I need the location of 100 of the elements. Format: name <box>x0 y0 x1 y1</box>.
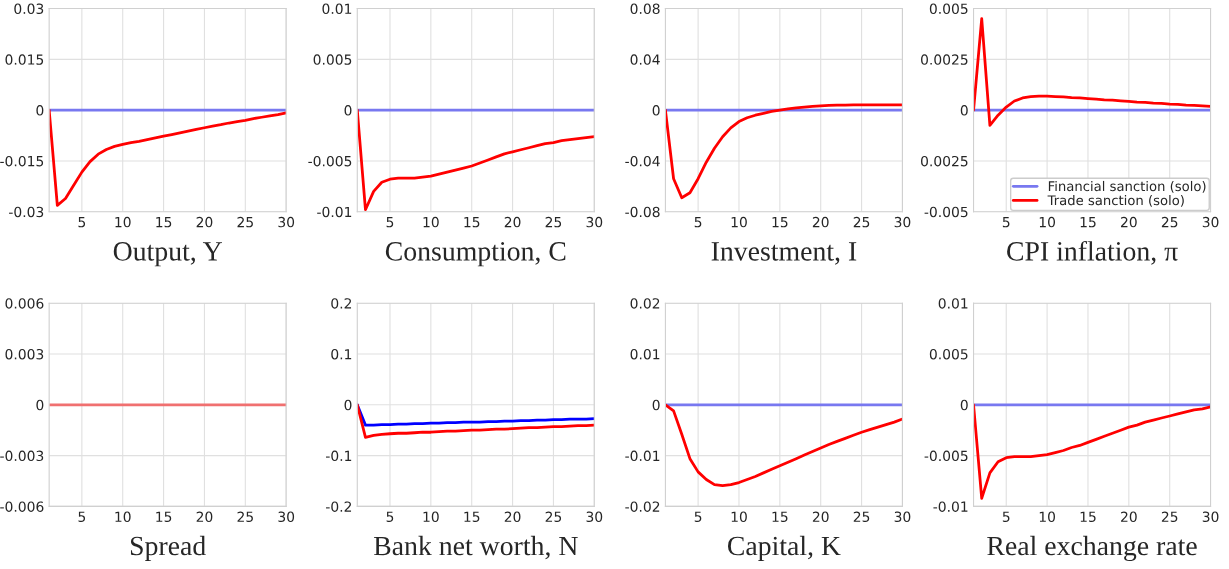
x-tick-label: 25 <box>853 511 870 523</box>
x-tick-label: 20 <box>812 511 829 523</box>
x-tick-label: 15 <box>772 217 788 228</box>
y-tick-label: -0.02 <box>625 501 660 512</box>
x-tick-label: 20 <box>504 216 521 228</box>
x-tick-label: 25 <box>237 511 253 523</box>
y-tick-label: 0 <box>652 105 660 116</box>
x-tick-label: 5 <box>78 217 86 228</box>
y-tick-label: -0.01 <box>317 206 352 218</box>
y-tick-label: 0.08 <box>630 3 660 15</box>
y-tick-label: 0 <box>652 399 660 411</box>
y-tick-label: 0 <box>344 399 352 411</box>
x-axis-title: Capital, K <box>727 535 841 562</box>
x-tick-label: 30 <box>586 511 603 523</box>
y-tick-label: 0.01 <box>630 348 660 360</box>
y-tick-label: 0.1 <box>331 348 352 360</box>
x-tick-label: 30 <box>1202 511 1219 523</box>
x-tick-label: 5 <box>386 217 394 228</box>
y-tick-label: -0.015 <box>0 155 44 167</box>
x-axis-title: CPI inflation, π <box>1007 240 1178 265</box>
x-tick-label: 15 <box>156 217 172 228</box>
x-tick-label: 5 <box>1002 217 1010 228</box>
y-tick-label: 0.005 <box>929 348 968 360</box>
x-tick-label: 20 <box>196 216 213 228</box>
y-tick-label: 0 <box>960 105 968 116</box>
y-tick-label: 0.01 <box>322 3 352 15</box>
line-series <box>665 403 903 487</box>
y-tick-label: -0.03 <box>9 206 44 218</box>
y-tick-label: 0.005 <box>313 54 352 65</box>
x-tick-label: 10 <box>115 216 131 228</box>
y-tick-label: -0.08 <box>625 206 660 218</box>
x-tick-label: 25 <box>853 216 870 228</box>
x-axis-title: Real exchange rate <box>987 535 1197 562</box>
y-tick-label: 0.04 <box>630 54 660 65</box>
x-tick-label: 10 <box>1039 216 1056 228</box>
x-tick-label: 15 <box>464 217 480 228</box>
x-tick-label: 20 <box>196 511 213 523</box>
y-tick-label: 0.005 <box>929 3 968 15</box>
x-tick-label: 5 <box>694 217 702 228</box>
y-tick-label: 0 <box>344 105 352 116</box>
y-tick-label: 0.0025 <box>921 54 968 65</box>
x-tick-label: 15 <box>464 511 480 523</box>
line-series <box>973 403 1211 500</box>
x-axis-title: Output, Y <box>113 242 222 267</box>
x-tick-label: 10 <box>731 216 747 228</box>
y-tick-label: -0.01 <box>933 501 968 512</box>
y-tick-label: -0.1 <box>326 450 352 462</box>
x-tick-label: 20 <box>504 511 521 523</box>
y-tick-label: 0.015 <box>5 54 44 65</box>
x-tick-label: 30 <box>278 511 295 523</box>
x-axis-title: Bank net worth, N <box>373 535 578 560</box>
y-tick-label: 0.003 <box>5 348 44 360</box>
y-tick-label: 0 <box>36 105 44 116</box>
y-tick-label: 0.02 <box>630 298 660 309</box>
x-tick-label: 30 <box>278 216 295 228</box>
x-tick-label: 10 <box>423 511 439 523</box>
x-tick-label: 15 <box>156 511 172 523</box>
y-tick-label: -0.005 <box>924 450 968 462</box>
x-tick-label: 30 <box>1202 216 1219 228</box>
x-tick-label: 15 <box>1080 217 1096 228</box>
y-tick-label: 0.2 <box>331 298 352 309</box>
y-tick-label: -0.006 <box>0 501 44 512</box>
x-tick-label: 30 <box>586 216 603 228</box>
x-tick-label: 20 <box>812 216 829 228</box>
line-series <box>357 403 595 439</box>
x-tick-label: 25 <box>237 216 253 228</box>
x-tick-label: 10 <box>731 511 747 523</box>
x-tick-label: 10 <box>115 511 131 523</box>
y-tick-label: -0.2 <box>326 501 352 512</box>
legend-label: Financial sanction (solo) <box>1048 180 1206 193</box>
x-tick-label: 25 <box>1161 511 1178 523</box>
y-tick-label: 0 <box>36 399 44 411</box>
line-series <box>665 103 903 200</box>
x-axis-title: Consumption, C <box>385 242 566 267</box>
x-tick-label: 5 <box>694 511 702 523</box>
y-tick-label: -0.04 <box>625 155 660 167</box>
x-axis-title: Investment, I <box>711 242 857 265</box>
x-tick-label: 20 <box>1121 511 1137 523</box>
x-tick-label: 30 <box>894 511 911 523</box>
x-tick-label: 15 <box>772 511 788 523</box>
x-tick-label: 20 <box>1121 216 1137 228</box>
line-series <box>973 17 1211 127</box>
y-tick-label: 0.01 <box>938 298 968 309</box>
x-tick-label: 10 <box>423 216 439 228</box>
x-tick-label: 10 <box>1039 511 1056 523</box>
line-series <box>49 108 287 207</box>
y-tick-label: -0.01 <box>625 450 660 462</box>
legend-label: Trade sanction (solo) <box>1047 195 1184 207</box>
x-tick-label: 25 <box>1161 216 1178 228</box>
y-tick-label: 0.0025 <box>921 155 968 167</box>
y-tick-label: -0.003 <box>0 450 44 462</box>
y-tick-label: -0.005 <box>308 155 352 167</box>
x-tick-label: 15 <box>1080 511 1096 523</box>
x-tick-label: 30 <box>894 216 911 228</box>
y-tick-label: -0.005 <box>924 206 968 218</box>
x-tick-label: 25 <box>545 511 562 523</box>
y-tick-label: 0.03 <box>14 3 44 15</box>
x-tick-label: 5 <box>386 511 394 523</box>
x-axis-title: Spread <box>130 535 206 562</box>
x-tick-label: 25 <box>545 216 562 228</box>
